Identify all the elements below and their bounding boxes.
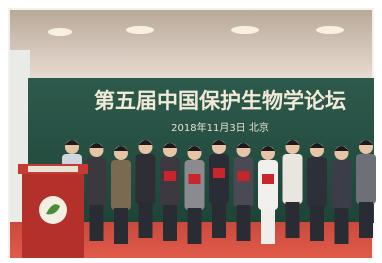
photo: 第五届中国保护生物学论坛 2018年11月3日 北京 [0,0,382,263]
person-part [258,160,278,210]
person-part [335,208,349,244]
person-part [164,171,176,181]
person-part [238,171,250,181]
person-part [332,160,352,210]
person-part [163,205,177,241]
person-part [234,157,254,207]
person-part [111,160,131,210]
person-part [213,168,225,178]
person-part [185,160,205,210]
person-part [307,157,327,207]
banner-title: 第五届中国保护生物学论坛 [94,89,346,113]
person-part [356,154,376,204]
person-part [237,205,251,241]
person-part [261,208,275,244]
ceiling [10,10,372,80]
person-part [139,202,153,238]
person-part [90,205,104,241]
person-part [262,174,274,184]
podium [18,164,88,258]
person-part [136,154,156,204]
person-part [283,154,303,204]
person-part [114,208,128,244]
page: 第五届中国保护生物学论坛 2018年11月3日 北京 (() => { cons… [0,0,382,263]
person-part [189,174,201,184]
banner-subtitle: 2018年11月3日 北京 [171,121,269,134]
person-part [188,208,202,244]
person-part [160,157,180,207]
person-part [209,154,229,204]
person-part [87,157,107,207]
person-part [310,205,324,241]
person-part [286,202,300,238]
person-part [359,202,373,238]
person-part [212,202,226,238]
